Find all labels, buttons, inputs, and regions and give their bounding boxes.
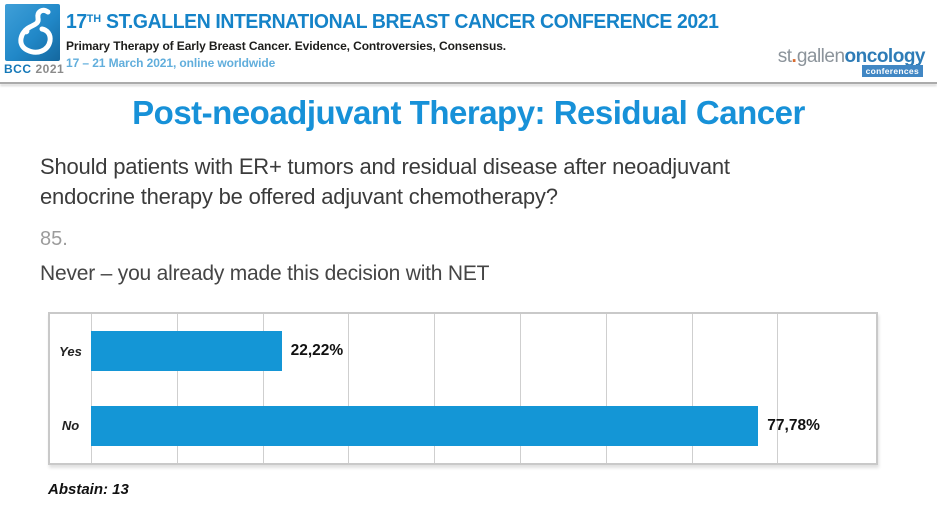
bar-yes <box>91 331 282 372</box>
gridline <box>91 314 92 463</box>
abstain-note: Abstain: 13 <box>48 481 129 498</box>
gridline <box>348 314 350 463</box>
conference-subtitle: Primary Therapy of Early Breast Cancer. … <box>66 39 507 53</box>
poll-statement: Never – you already made this decision w… <box>40 262 490 285</box>
slide-title: Post-neoadjuvant Therapy: Residual Cance… <box>132 94 805 131</box>
org-logo-dot: . <box>791 46 797 67</box>
conference-dates: 17 – 21 March 2021, online worldwide <box>66 56 276 70</box>
org-logo-oncology: oncology <box>844 46 926 67</box>
conference-title-number: 17 <box>66 11 87 33</box>
poll-results-chart: Yes No 22,22% 77,78% <box>48 312 878 465</box>
gridline <box>262 314 264 463</box>
gridline <box>434 314 436 463</box>
bar-no <box>91 405 759 446</box>
conference-title-ordinal: TH <box>86 13 102 25</box>
plot-area: 22,22% 77,78% <box>91 314 876 463</box>
org-logo-conferences-chip: conferences <box>861 65 923 77</box>
poll-question: Should patients with ER+ tumors and resi… <box>40 152 730 212</box>
poll-question-line1: Should patients with ER+ tumors and resi… <box>40 154 730 179</box>
poll-question-line2: endocrine therapy be offered adjuvant ch… <box>40 184 558 209</box>
value-label-no: 77,78% <box>767 416 820 434</box>
gridline <box>605 314 607 463</box>
conference-title: 17TH ST.GALLEN INTERNATIONAL BREAST CANC… <box>66 6 719 35</box>
bcc-logo-icon <box>5 4 60 61</box>
value-label-yes: 22,22% <box>290 342 344 360</box>
category-label-yes: Yes <box>59 343 82 359</box>
category-label-no: No <box>61 418 80 434</box>
bcc-year: 2021 <box>35 62 65 76</box>
org-logo-st: st <box>777 46 792 67</box>
header-divider <box>0 82 937 84</box>
category-labels: Yes No <box>50 314 91 463</box>
conference-header: 17TH ST.GALLEN INTERNATIONAL BREAST CANC… <box>66 6 739 71</box>
stgallen-oncology-logo: st.gallenoncology conferences <box>777 46 926 77</box>
gridline <box>176 314 178 463</box>
swan-drop-icon <box>18 7 53 55</box>
org-logo-gallen: gallen <box>796 46 845 67</box>
gridline <box>691 314 693 463</box>
bcc-label: BCC <box>4 62 32 76</box>
bar-row-no: 77,78% <box>91 389 876 464</box>
gridline <box>777 314 779 463</box>
question-number: 85. <box>40 228 68 250</box>
gridline <box>519 314 521 463</box>
bar-row-yes: 22,22% <box>91 314 876 389</box>
bcc-logo-caption: BCC 2021 <box>4 62 64 76</box>
conference-title-text: ST.GALLEN INTERNATIONAL BREAST CANCER CO… <box>101 11 719 33</box>
